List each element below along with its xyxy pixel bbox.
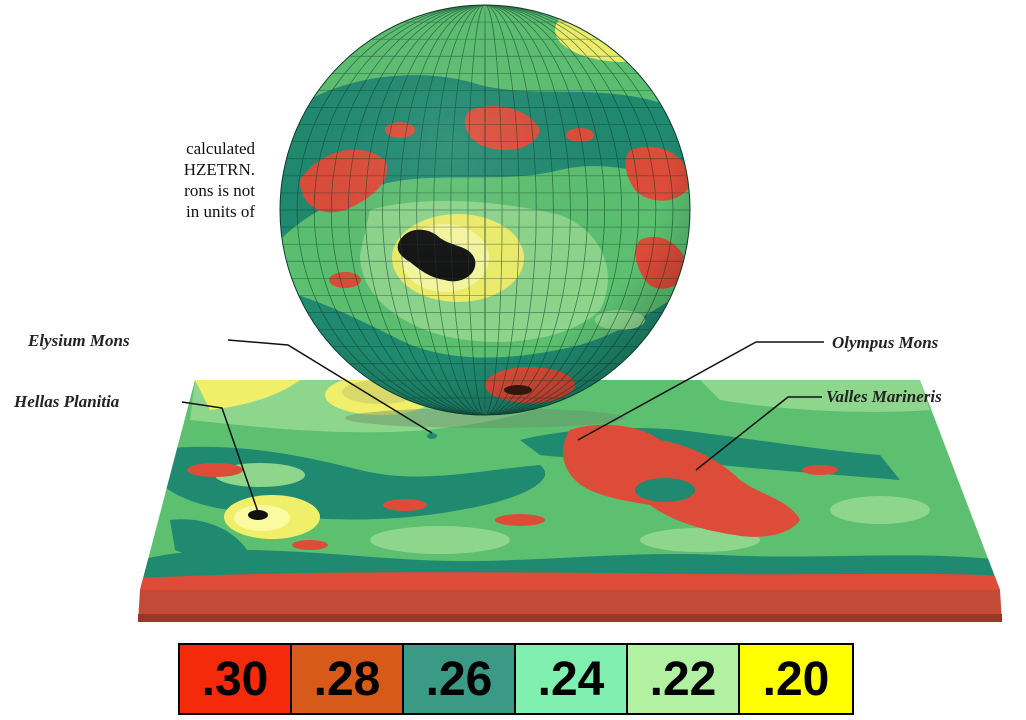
mars-globe <box>279 4 691 428</box>
map-yellow-region <box>195 380 300 410</box>
caption-line: HZETRN. <box>183 160 255 179</box>
map-red-region <box>495 514 545 526</box>
olympus-leader <box>577 341 824 441</box>
legend-swatch: .22 <box>628 645 740 713</box>
globe-shading <box>280 5 690 415</box>
slab-edge-shadow <box>138 614 1002 622</box>
caption-line: rons is not <box>184 181 255 200</box>
mars-radiation-diagram: Elysium Mons Olympus Mons Hellas Planiti… <box>13 4 1002 622</box>
legend-value: .30 <box>201 652 269 706</box>
legend-value: .24 <box>537 652 605 706</box>
legend-swatch: .20 <box>740 645 852 713</box>
legend-swatch: .24 <box>516 645 628 713</box>
hellas-black-region <box>248 510 268 520</box>
color-scale-legend: .30 .28 .26 .24 .22 .20 <box>178 643 854 715</box>
map-red-region <box>140 572 1000 590</box>
elysium-spot <box>427 433 437 439</box>
map-red-region <box>187 463 243 477</box>
map-red-region <box>292 540 328 550</box>
globe-outline <box>279 4 691 416</box>
map-red-region <box>802 465 838 475</box>
map-red-region <box>383 499 427 511</box>
caption-line: in units of <box>186 202 255 221</box>
elysium-mons-label: Elysium Mons <box>27 331 130 350</box>
legend-swatch: .28 <box>292 645 404 713</box>
valles-marineris-label: Valles Marineris <box>826 387 942 406</box>
elysium-leader <box>227 339 433 434</box>
legend-swatch: .26 <box>404 645 516 713</box>
map-lightgreen-region <box>370 526 510 554</box>
map-teal-region <box>170 519 250 561</box>
olympus-spot <box>569 439 579 445</box>
leader-lines <box>181 339 824 513</box>
valles-leader <box>695 396 822 471</box>
caption-text: calculated HZETRN. rons is not in units … <box>0 138 255 222</box>
hellas-planitia-label: Hellas Planitia <box>13 392 120 411</box>
map-teal-region <box>635 478 695 502</box>
legend-value: .20 <box>762 652 830 706</box>
map-surface <box>140 380 1000 590</box>
caption-line: calculated <box>186 139 255 158</box>
map-lightgreen-region <box>830 496 930 524</box>
legend-value: .28 <box>313 652 381 706</box>
olympus-mons-label: Olympus Mons <box>832 333 939 352</box>
hellas-leader <box>181 401 259 513</box>
map-teal-region <box>330 469 395 506</box>
legend-swatch: .30 <box>180 645 292 713</box>
map-light-region <box>700 380 930 412</box>
legend-value: .26 <box>425 652 493 706</box>
legend-value: .22 <box>649 652 717 706</box>
